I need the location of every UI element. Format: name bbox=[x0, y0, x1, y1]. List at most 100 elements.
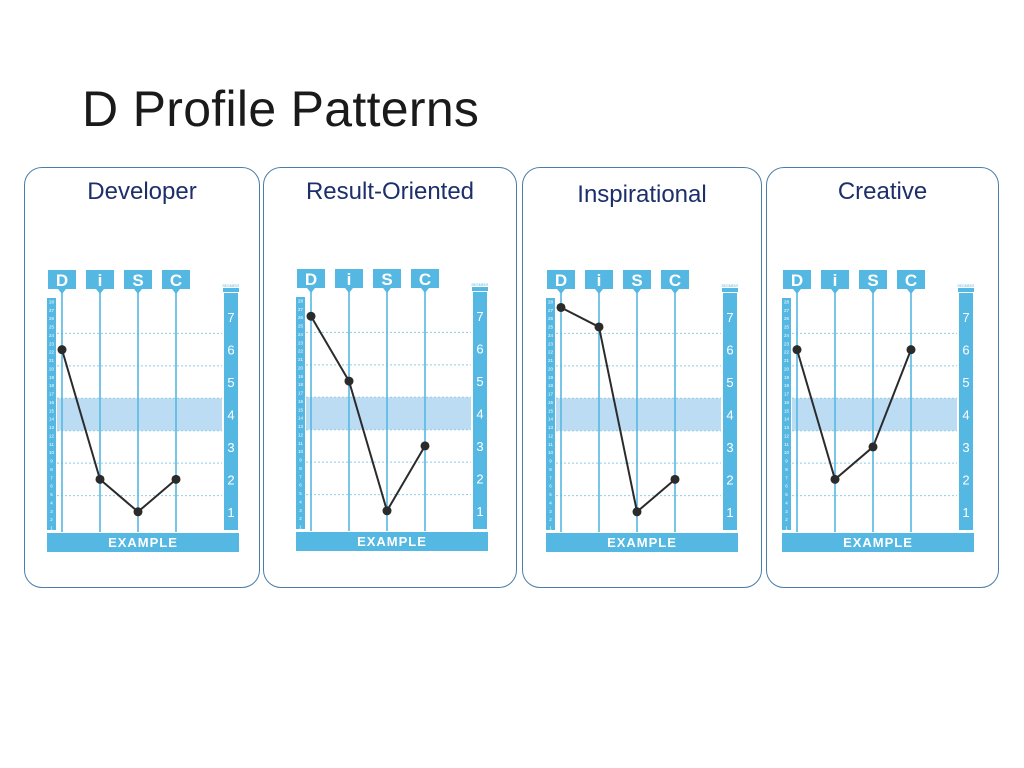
left-tick-label: 6 bbox=[785, 484, 788, 489]
left-tick-label: 11 bbox=[49, 442, 54, 447]
card-title: Inspirational bbox=[577, 181, 707, 208]
left-tick-label: 21 bbox=[784, 358, 790, 363]
left-tick-label: 12 bbox=[298, 432, 304, 437]
segment-tick-label: 4 bbox=[726, 408, 733, 423]
column-header-label: i bbox=[597, 271, 602, 290]
column-header-label: S bbox=[631, 271, 642, 290]
left-tick-label: 10 bbox=[49, 450, 55, 455]
disc-chart-developer: 2827262524232221201918171615141312111098… bbox=[47, 270, 239, 552]
left-tick-label: 28 bbox=[298, 299, 304, 304]
left-tick-label: 22 bbox=[784, 350, 790, 355]
column-header-label: D bbox=[791, 271, 803, 290]
left-scale-strip bbox=[782, 298, 791, 530]
left-tick-label: 18 bbox=[49, 383, 55, 388]
left-tick-label: 19 bbox=[298, 374, 304, 379]
segment-strip bbox=[473, 292, 487, 529]
left-tick-label: 22 bbox=[49, 350, 55, 355]
left-tick-label: 27 bbox=[548, 308, 554, 313]
left-tick-label: 2 bbox=[549, 517, 552, 522]
left-tick-label: 8 bbox=[549, 467, 552, 472]
column-header-label: C bbox=[669, 271, 681, 290]
left-tick-label: 24 bbox=[784, 333, 790, 338]
left-tick-label: 9 bbox=[50, 459, 53, 464]
disc-chart-creative: 2827262524232221201918171615141312111098… bbox=[782, 270, 974, 552]
segment-tick-label: 6 bbox=[227, 343, 234, 358]
profile-card-result-oriented: Result-Oriented 28 27 26 25 24 23 22 21 20 19 18 17… bbox=[263, 167, 517, 588]
column-header-tab bbox=[585, 270, 613, 294]
column-header-tab bbox=[859, 270, 887, 294]
series-line bbox=[61, 349, 177, 513]
left-tick-label: 23 bbox=[298, 340, 304, 345]
segment-header-bar bbox=[472, 287, 488, 291]
column-header-label: D bbox=[56, 271, 68, 290]
profile-card-inspirational: Inspirational 28 27 26 25 24 23 22 21 20 19 18 17 16… bbox=[522, 167, 762, 588]
data-point bbox=[868, 442, 878, 452]
left-tick-label: 1 bbox=[785, 526, 788, 531]
segment-tick-label: 5 bbox=[726, 375, 733, 390]
midline-band bbox=[306, 397, 471, 430]
left-tick-label: 28 bbox=[49, 300, 55, 305]
data-point bbox=[594, 322, 604, 332]
segment-header-label: SEGMENT bbox=[222, 284, 239, 288]
footer-bar bbox=[546, 533, 738, 552]
left-tick-label: 6 bbox=[50, 484, 53, 489]
column-header-label: D bbox=[305, 270, 317, 289]
left-tick-label: 21 bbox=[548, 358, 554, 363]
left-tick-label: 5 bbox=[785, 492, 788, 497]
left-tick-label: 17 bbox=[298, 391, 304, 396]
profile-card-creative: Creative 28 27 26 25 24 23 22 21 20 19 18 17 16 15 14 1… bbox=[766, 167, 999, 588]
left-tick-label: 14 bbox=[548, 417, 554, 422]
left-tick-label: 22 bbox=[548, 350, 554, 355]
column-header-tab bbox=[48, 270, 76, 294]
left-tick-label: 15 bbox=[548, 408, 554, 413]
segment-tick-label: 5 bbox=[962, 375, 969, 390]
card-title: Developer bbox=[87, 178, 197, 205]
left-tick-label: 1 bbox=[50, 526, 53, 531]
left-tick-label: 18 bbox=[784, 383, 790, 388]
segment-header-label: SEGMENT bbox=[721, 284, 738, 288]
segment-tick-label: 7 bbox=[227, 310, 234, 325]
left-tick-label: 27 bbox=[49, 308, 55, 313]
column-header-tab bbox=[373, 269, 401, 293]
left-tick-label: 3 bbox=[785, 509, 788, 514]
left-tick-label: 13 bbox=[49, 425, 55, 430]
card-title: Creative bbox=[837, 178, 928, 205]
left-tick-label: 6 bbox=[299, 483, 302, 488]
footer-bar bbox=[782, 533, 974, 552]
left-tick-label: 12 bbox=[49, 433, 55, 438]
data-point bbox=[171, 474, 181, 484]
segment-tick-label: 3 bbox=[227, 440, 234, 455]
card-title: Result-Oriented bbox=[305, 178, 475, 205]
segment-header-label: SEGMENT bbox=[471, 283, 488, 287]
segment-tick-label: 4 bbox=[476, 407, 483, 422]
left-tick-label: 28 bbox=[784, 300, 790, 305]
left-tick-label: 3 bbox=[50, 509, 53, 514]
segment-tick-label: 6 bbox=[962, 343, 969, 358]
data-point bbox=[792, 345, 802, 355]
left-tick-label: 10 bbox=[784, 450, 790, 455]
segment-tick-label: 3 bbox=[962, 440, 969, 455]
left-tick-label: 9 bbox=[549, 459, 552, 464]
left-tick-label: 2 bbox=[299, 516, 302, 521]
segment-tick-label: 6 bbox=[726, 343, 733, 358]
column-header-label: S bbox=[381, 270, 392, 289]
left-tick-label: 15 bbox=[784, 408, 790, 413]
column-header-label: C bbox=[419, 270, 431, 289]
left-tick-label: 7 bbox=[50, 475, 53, 480]
left-tick-label: 18 bbox=[298, 382, 304, 387]
segment-tick-label: 7 bbox=[726, 310, 733, 325]
data-point bbox=[306, 311, 316, 321]
left-tick-label: 17 bbox=[784, 392, 790, 397]
data-point bbox=[344, 376, 354, 386]
left-tick-label: 26 bbox=[298, 315, 304, 320]
column-header-label: i bbox=[98, 271, 103, 290]
left-tick-label: 23 bbox=[548, 341, 554, 346]
left-tick-label: 4 bbox=[549, 500, 552, 505]
column-header-label: D bbox=[555, 271, 567, 290]
left-tick-label: 21 bbox=[49, 358, 55, 363]
left-tick-label: 25 bbox=[49, 325, 55, 330]
left-tick-label: 18 bbox=[548, 383, 554, 388]
left-tick-label: 16 bbox=[548, 400, 554, 405]
column-header-tab bbox=[86, 270, 114, 294]
segment-tick-label: 1 bbox=[726, 505, 733, 520]
